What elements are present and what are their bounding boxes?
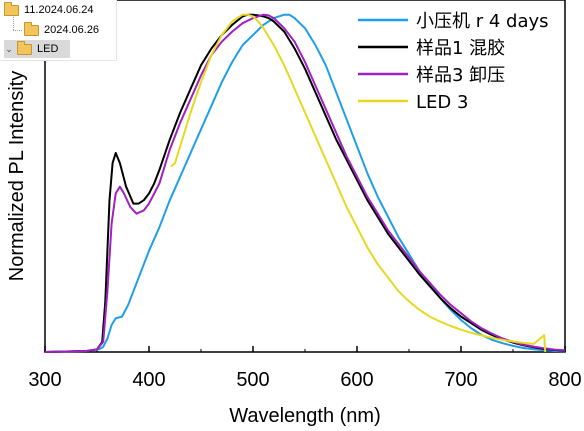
tree-item-label: LED [37, 43, 59, 55]
chevron-down-icon[interactable]: ⌄ [5, 43, 13, 54]
x-tick-label: 800 [548, 369, 581, 391]
x-tick-label: 500 [236, 369, 269, 391]
folder-icon [4, 1, 19, 16]
folder-tree: 11.2024.06.24 2024.06.26 ⌄ LED [0, 0, 117, 61]
x-tick-label: 700 [444, 369, 477, 391]
tree-item-led[interactable]: ⌄ LED [4, 40, 70, 58]
series-line-1 [44, 13, 566, 353]
legend-label: 小压机 r 4 days [416, 11, 549, 32]
series-line-0 [44, 13, 566, 353]
x-tick-label: 300 [28, 369, 61, 391]
x-axis-ticks: 300 400 500 600 700 800 [28, 346, 582, 391]
tree-item-label: 2024.06.26 [44, 24, 100, 36]
tree-item-2024-06-26[interactable]: 2024.06.26 [24, 21, 114, 39]
series-line-2 [44, 13, 566, 353]
tree-item-2024-06-24[interactable]: 11.2024.06.24 [4, 1, 114, 19]
x-tick-label: 600 [340, 369, 373, 391]
tree-item-label: 11.2024.06.24 [24, 4, 94, 16]
legend-label: 样品1 混胶 [416, 38, 505, 59]
folder-icon [24, 21, 39, 36]
y-axis-label: Normalized PL Intensity [6, 71, 28, 281]
x-tick-label: 400 [132, 369, 165, 391]
x-axis-label: Wavelength (nm) [229, 405, 381, 427]
series-lines [44, 13, 566, 353]
legend-label: LED 3 [416, 92, 468, 113]
legend-label: 样品3 卸压 [416, 65, 505, 86]
tree-connector [13, 30, 22, 31]
series-line-3 [170, 13, 547, 353]
tree-connector [13, 17, 14, 30]
folder-open-icon [17, 40, 32, 55]
